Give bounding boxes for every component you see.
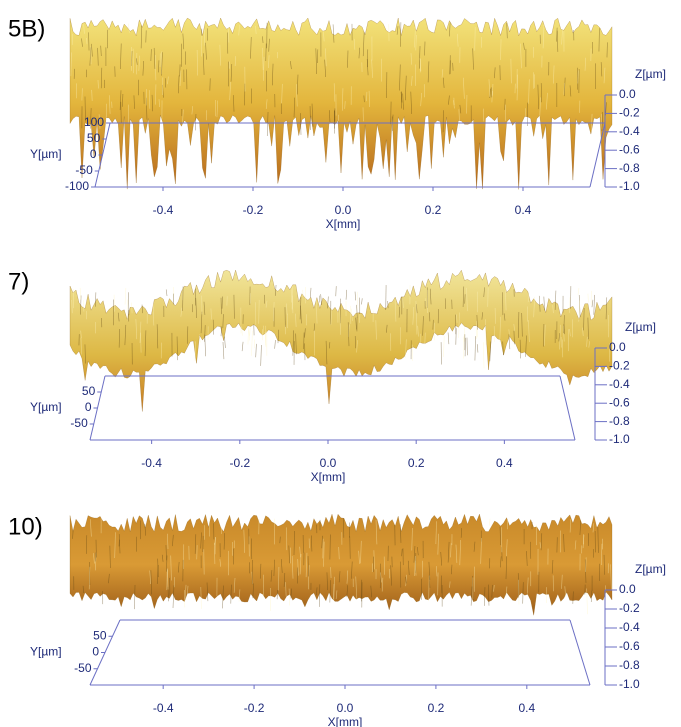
surface <box>70 514 612 615</box>
z-tick-label: -1.0 <box>619 179 640 193</box>
y-tick-label: 50 <box>93 628 107 642</box>
x-axis-label: X[mm] <box>326 217 361 231</box>
y-tick-label: 100 <box>84 115 104 129</box>
axis-line <box>570 620 590 685</box>
x-tick-label: 0.2 <box>408 456 425 470</box>
z-tick-label: -0.2 <box>619 106 640 120</box>
surface-texture <box>224 337 225 348</box>
x-tick-label: 0.4 <box>518 701 535 715</box>
surface-texture <box>448 332 449 344</box>
x-tick-label: 0.0 <box>337 701 354 715</box>
z-tick-label: -0.2 <box>619 601 640 615</box>
surface-texture <box>346 290 347 300</box>
z-axis-label: Z[µm] <box>635 562 666 576</box>
z-tick-label: -1.0 <box>609 432 630 446</box>
x-tick-label: 0.4 <box>496 456 513 470</box>
y-tick-label: -50 <box>74 661 92 675</box>
surface-texture <box>594 295 595 315</box>
panel-label: 10) <box>8 513 43 540</box>
x-tick-label: -0.4 <box>153 701 174 715</box>
y-axis-label: Y[µm] <box>30 400 62 414</box>
surface-texture <box>592 300 593 307</box>
surface-texture <box>125 288 126 305</box>
surface-texture <box>477 344 478 352</box>
z-axis-label: Z[µm] <box>625 320 656 334</box>
z-tick-label: -0.4 <box>619 124 640 138</box>
surface-texture <box>80 288 81 300</box>
panel-label: 5B) <box>8 15 45 42</box>
x-tick-label: -0.2 <box>229 456 250 470</box>
surface-texture <box>250 328 251 336</box>
surface-texture <box>475 336 476 360</box>
surface-texture <box>261 345 262 366</box>
y-tick-label: 0 <box>90 147 97 161</box>
z-tick-label: -0.8 <box>619 161 640 175</box>
y-tick-label: 0 <box>92 645 99 659</box>
surface-texture <box>578 288 579 295</box>
surface-texture <box>242 342 243 351</box>
z-tick-label: -0.4 <box>619 620 640 634</box>
x-tick-label: 0.2 <box>428 701 445 715</box>
z-tick-label: -0.6 <box>619 639 640 653</box>
y-tick-label: 50 <box>87 131 101 145</box>
x-tick-label: 0.2 <box>425 203 442 217</box>
surface-texture <box>256 344 257 357</box>
z-tick-label: 0.0 <box>609 340 626 354</box>
x-tick-label: -0.4 <box>153 203 174 217</box>
x-tick-label: -0.4 <box>141 456 162 470</box>
z-axis-label: Z[µm] <box>635 67 666 81</box>
y-axis-label: Y[µm] <box>30 645 62 659</box>
surface-texture <box>443 336 444 357</box>
x-axis-label: X[mm] <box>328 715 363 727</box>
surface-texture <box>489 519 490 526</box>
x-tick-label: 0.4 <box>515 203 532 217</box>
x-tick-label: 0.0 <box>335 203 352 217</box>
z-tick-label: -0.6 <box>609 395 630 409</box>
z-tick-label: -0.6 <box>619 142 640 156</box>
surface-texture <box>248 327 249 344</box>
surface-texture <box>223 342 224 359</box>
panel-label: 7) <box>8 268 29 295</box>
surface-texture <box>275 340 276 349</box>
surface-texture <box>362 298 363 304</box>
z-tick-label: -0.8 <box>609 414 630 428</box>
x-tick-label: -0.2 <box>243 203 264 217</box>
y-tick-label: 0 <box>85 400 92 414</box>
surface <box>70 18 612 189</box>
y-tick-label: -100 <box>65 179 89 193</box>
surface-texture <box>355 292 356 301</box>
z-tick-label: 0.0 <box>619 87 636 101</box>
z-tick-label: -1.0 <box>619 677 640 691</box>
z-tick-label: 0.0 <box>619 582 636 596</box>
y-tick-label: -50 <box>75 163 93 177</box>
surface-texture <box>321 294 322 305</box>
y-tick-label: -50 <box>70 416 88 430</box>
surface-texture <box>166 289 167 296</box>
surface-texture <box>252 331 253 356</box>
x-tick-label: -0.2 <box>244 701 265 715</box>
y-axis-label: Y[µm] <box>30 147 62 161</box>
y-tick-label: 50 <box>82 384 96 398</box>
surface-texture <box>483 342 484 368</box>
x-tick-label: 0.0 <box>320 456 337 470</box>
figure: 5B)-0.4-0.20.00.20.4X[mm]100500-50-100Y[… <box>0 0 681 727</box>
z-tick-label: -0.8 <box>619 658 640 672</box>
surface <box>70 270 612 411</box>
z-tick-label: -0.2 <box>609 359 630 373</box>
surface-texture <box>310 288 311 298</box>
z-tick-label: -0.4 <box>609 377 630 391</box>
x-axis-label: X[mm] <box>311 470 346 484</box>
axis-line <box>560 376 575 440</box>
